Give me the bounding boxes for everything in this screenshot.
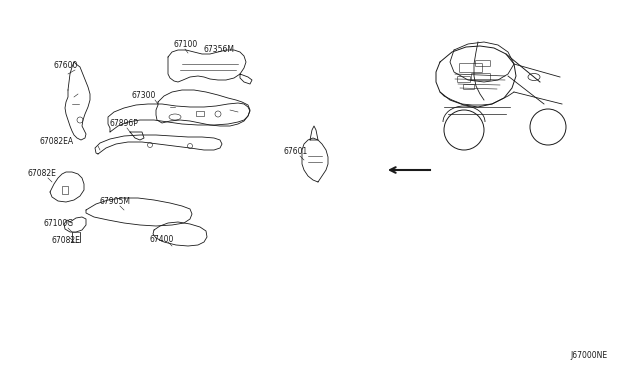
Text: 67356M: 67356M — [204, 45, 235, 54]
Text: 67100G: 67100G — [44, 219, 74, 228]
Text: 67400: 67400 — [150, 235, 174, 244]
Text: 67896P: 67896P — [110, 119, 139, 128]
Text: J67000NE: J67000NE — [571, 351, 608, 360]
Bar — [62, 186, 68, 194]
Bar — [196, 111, 204, 116]
Text: 67100: 67100 — [174, 40, 198, 49]
Text: 67601: 67601 — [284, 147, 308, 156]
Text: 67082E: 67082E — [28, 169, 57, 178]
Text: 67082E: 67082E — [52, 236, 81, 245]
Text: 67300: 67300 — [132, 91, 156, 100]
Text: 67905M: 67905M — [100, 197, 131, 206]
Bar — [72, 232, 80, 242]
Text: 67600: 67600 — [53, 61, 77, 70]
Text: 67082EA: 67082EA — [40, 137, 74, 146]
